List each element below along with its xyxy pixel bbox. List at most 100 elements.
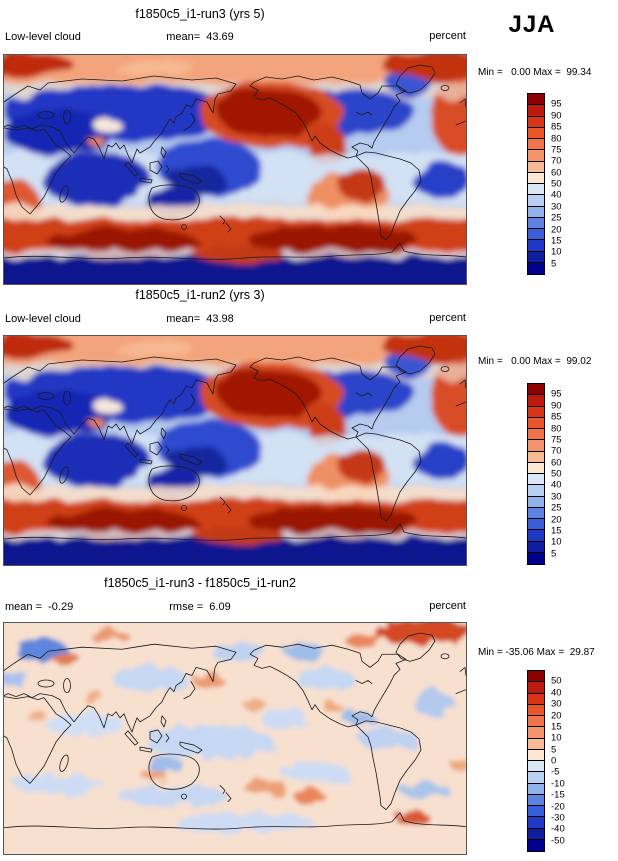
colorbar-tick-label: 90 [551, 400, 562, 412]
colorbar-tick-label: 10 [551, 536, 562, 548]
colorbar-tick-label: 20 [551, 514, 562, 525]
colorbar-segment [528, 552, 544, 564]
colorbar-tick-label: 0 [551, 755, 557, 767]
colorbar-tick-label: 90 [551, 110, 562, 122]
colorbar-tick-label: 60 [551, 167, 562, 179]
colorbar-segment [528, 530, 544, 542]
colorbar-tick-label: 70 [551, 155, 562, 167]
panel3-title: f1850c5_i1-run3 - f1850c5_i1-run2 [104, 576, 296, 590]
panel1-variable-label: Low-level cloud [5, 31, 81, 43]
colorbar-segment [528, 507, 544, 519]
colorbar-tick-labels: 95 90 85 80 75 70 60 50 40 30 25 20 15 10 5 [551, 383, 585, 565]
colorbar-tick-label: 30 [551, 698, 562, 710]
colorbar-tick-label: 20 [551, 710, 562, 721]
season-label: JJA [508, 11, 556, 38]
colorbar-segment [528, 519, 544, 531]
colorbar-segment [528, 682, 544, 694]
colorbar-tick-label: -20 [551, 801, 565, 812]
panel1-minmax-label: Min = 0.00 Max = 99.34 [478, 67, 592, 78]
colorbar-bar [527, 383, 545, 565]
map-run2 [3, 335, 467, 566]
colorbar-segment [528, 817, 544, 829]
colorbar-segment [528, 839, 544, 851]
colorbar-segment [528, 749, 544, 761]
colorbar-tick-label: 40 [551, 687, 562, 699]
colorbar-bar [527, 93, 545, 275]
colorbar-run3: 95 90 85 80 75 70 60 50 40 30 25 20 15 10 5 [527, 93, 587, 275]
colorbar-tick-label: 80 [551, 133, 562, 144]
colorbar-segment [528, 704, 544, 716]
colorbar-segment [528, 94, 544, 106]
colorbar-segment [528, 251, 544, 263]
colorbar-segment [528, 761, 544, 773]
colorbar-tick-label: 85 [551, 411, 562, 423]
colorbar-tick-label: 30 [551, 491, 562, 503]
colorbar-segment [528, 429, 544, 441]
colorbar-tick-labels: 95 90 85 80 75 70 60 50 40 30 25 20 15 10 5 [551, 93, 585, 275]
colorbar-tick-label: 30 [551, 201, 562, 213]
panel3-units-label: percent [429, 600, 466, 612]
colorbar-tick-label: 75 [551, 434, 562, 446]
colorbar-segment [528, 217, 544, 229]
colorbar-segment [528, 127, 544, 139]
colorbar-tick-label: 15 [551, 235, 562, 247]
colorbar-segment [528, 738, 544, 750]
cloud-field-layer [3, 335, 467, 566]
panel3-minmax-label: Min = -35.06 Max = 29.87 [478, 647, 595, 658]
colorbar-tick-label: 50 [551, 675, 562, 687]
colorbar-segment [528, 440, 544, 452]
colorbar-tick-label: 10 [551, 732, 562, 744]
colorbar-tick-label: 15 [551, 721, 562, 733]
colorbar-tick-label: 10 [551, 246, 562, 258]
colorbar-segment [528, 139, 544, 151]
colorbar-segment [528, 693, 544, 705]
colorbar-segment [528, 783, 544, 795]
colorbar-segment [528, 395, 544, 407]
colorbar-tick-label: 5 [551, 548, 557, 560]
colorbar-segment [528, 206, 544, 218]
colorbar-segment [528, 462, 544, 474]
colorbar-segment [528, 150, 544, 162]
colorbar-segment [528, 184, 544, 196]
panel2-mean-label: mean= 43.98 [166, 313, 234, 325]
colorbar-tick-label: 15 [551, 525, 562, 537]
colorbar-tick-label: 25 [551, 502, 562, 514]
colorbar-segment [528, 417, 544, 429]
colorbar-segment [528, 195, 544, 207]
colorbar-tick-label: 75 [551, 144, 562, 156]
colorbar-tick-label: 60 [551, 457, 562, 469]
colorbar-segment [528, 806, 544, 818]
colorbar-tick-label: -5 [551, 766, 560, 778]
colorbar-segment [528, 229, 544, 241]
colorbar-segment [528, 496, 544, 508]
colorbar-tick-label: 5 [551, 744, 557, 756]
colorbar-tick-label: 25 [551, 212, 562, 224]
colorbar-segment [528, 116, 544, 128]
map-run3 [3, 54, 467, 285]
colorbar-segment [528, 828, 544, 840]
panel1-units-label: percent [429, 30, 466, 42]
map-difference [3, 622, 467, 855]
colorbar-tick-label: -10 [551, 778, 565, 790]
colorbar-tick-label: 70 [551, 445, 562, 457]
panel2-minmax-label: Min = 0.00 Max = 99.02 [478, 356, 592, 367]
colorbar-tick-label: 40 [551, 189, 562, 201]
colorbar-segment [528, 727, 544, 739]
colorbar-segment [528, 772, 544, 784]
difference-field-layer [3, 622, 467, 855]
colorbar-tick-label: 5 [551, 258, 557, 270]
colorbar-tick-label: -15 [551, 789, 565, 801]
colorbar-segment [528, 172, 544, 184]
colorbar-run2: 95 90 85 80 75 70 60 50 40 30 25 20 15 10 5 [527, 383, 587, 565]
cloud-field-layer [3, 54, 467, 285]
colorbar-tick-label: 20 [551, 224, 562, 235]
colorbar-segment [528, 451, 544, 463]
colorbar-tick-label: -30 [551, 812, 565, 824]
colorbar-segment [528, 671, 544, 683]
colorbar-tick-label: -40 [551, 823, 565, 835]
panel2-title: f1850c5_i1-run2 (yrs 3) [135, 288, 265, 302]
colorbar-tick-label: 50 [551, 178, 562, 190]
colorbar-segment [528, 716, 544, 728]
colorbar-segment [528, 794, 544, 806]
